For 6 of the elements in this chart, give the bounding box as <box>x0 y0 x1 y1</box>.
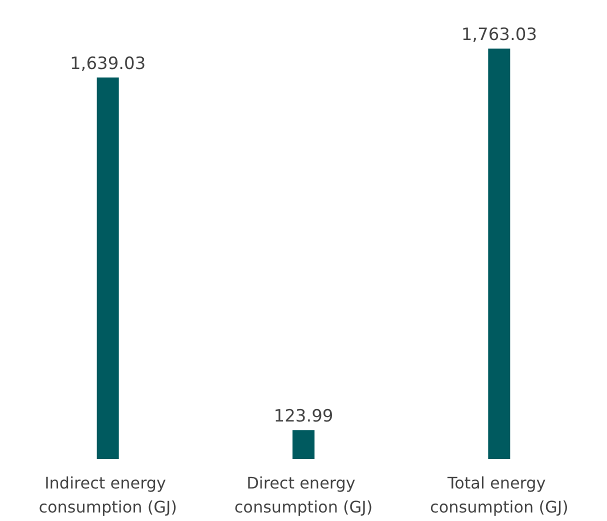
x-tick-label: Total energy consumption (GJ) <box>430 474 568 516</box>
x-tick-label: Direct energy consumption (GJ) <box>234 474 373 516</box>
data-label: 123.99 <box>274 406 334 427</box>
data-label: 1,639.03 <box>70 54 146 74</box>
data-label: 1,763.03 <box>461 25 538 46</box>
x-tick-label: Indirect energy consumption (GJ) <box>38 474 177 516</box>
